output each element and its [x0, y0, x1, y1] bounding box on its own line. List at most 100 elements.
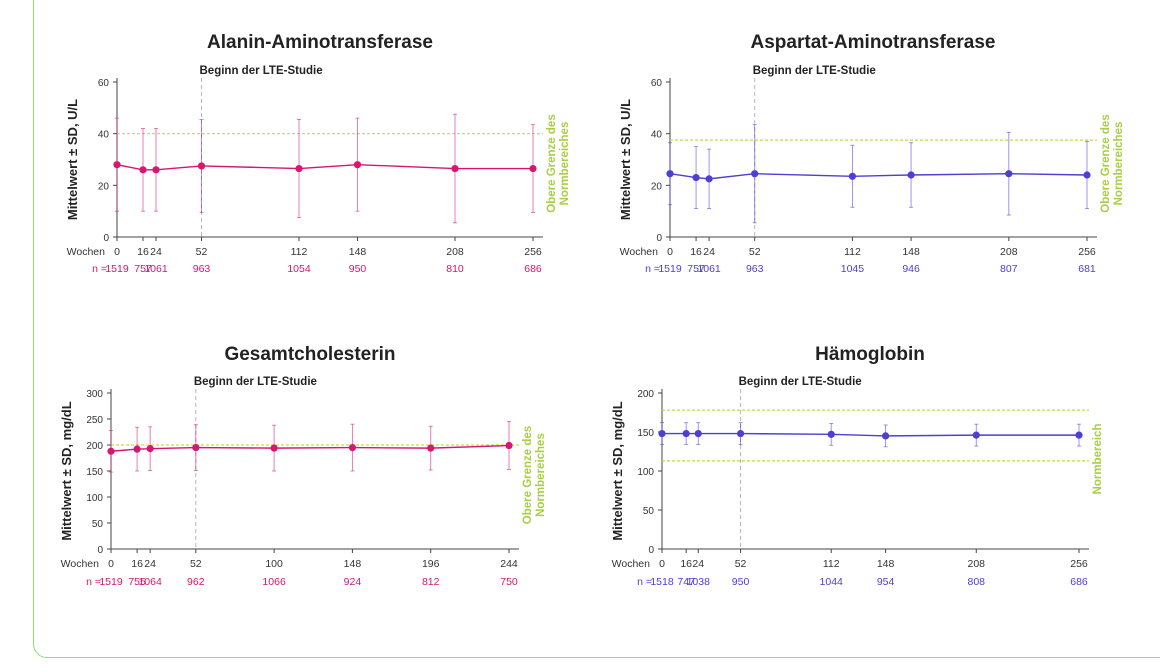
reference-label: Obere Grenze des: [546, 114, 558, 212]
data-point: [113, 161, 121, 169]
x-tick-label: 0: [667, 246, 673, 258]
x-tick-label: 52: [735, 558, 747, 570]
data-point: [705, 175, 713, 183]
n-value: 1519: [658, 263, 682, 275]
n-value: 1061: [697, 263, 721, 275]
chart-panel-ast: Aspartat-Aminotransferase Mittelwert ± SD…: [580, 0, 1160, 320]
study-start-label: Beginn der LTE-Studie: [753, 65, 876, 77]
data-point: [133, 445, 141, 453]
study-start-label: Beginn der LTE-Studie: [194, 376, 317, 388]
x-tick-label: 52: [196, 246, 208, 258]
n-value: 963: [193, 263, 211, 275]
n-value: 1045: [841, 263, 865, 275]
n-value: 686: [1070, 576, 1088, 588]
x-tick-label: 148: [344, 558, 362, 570]
y-tick-label: 40: [651, 130, 663, 141]
y-tick-label: 250: [86, 415, 103, 426]
x-tick-label: 244: [500, 558, 518, 570]
chart-ast: Aspartat-Aminotransferase Mittelwert ± SD…: [618, 32, 1125, 275]
n-value: 808: [967, 576, 985, 588]
x-tick-label: 0: [114, 246, 120, 258]
data-point: [882, 432, 890, 440]
chart-alt: Alanin-Aminotransferase Mittelwert ± SD, …: [65, 32, 571, 275]
data-point: [736, 429, 745, 438]
n-value: 946: [902, 263, 920, 275]
data-point: [146, 445, 154, 453]
y-tick-label: 20: [98, 181, 110, 192]
x-tick-label: 16: [690, 246, 702, 258]
n-value: 681: [1078, 263, 1096, 275]
data-point: [682, 429, 690, 438]
reference-label: Obere Grenze des: [522, 426, 534, 524]
card-frame: [33, 0, 1160, 658]
study-start-label: Beginn der LTE-Studie: [200, 65, 323, 77]
n-value: 1061: [144, 263, 168, 275]
data-point: [270, 444, 278, 452]
data-point: [827, 430, 835, 438]
chart-panel-alt: Alanin-Aminotransferase Mittelwert ± SD, …: [0, 0, 580, 320]
n-value: 755: [128, 576, 146, 588]
x-tick-label: 0: [108, 558, 114, 570]
n-label: n =: [92, 263, 107, 275]
study-start-label: Beginn der LTE-Studie: [739, 376, 862, 388]
chart-title: Alanin-Aminotransferase: [207, 32, 433, 53]
x-tick-label: 100: [265, 558, 283, 570]
n-value: 1044: [820, 576, 844, 588]
data-point: [1083, 171, 1091, 179]
y-tick-label: 0: [648, 545, 654, 556]
data-point: [107, 447, 115, 455]
n-value: 757: [687, 263, 705, 275]
x-tick-label: 52: [190, 558, 202, 570]
n-value: 1066: [262, 576, 286, 588]
x-tick-label: 16: [131, 558, 143, 570]
x-tick-label: 148: [349, 246, 367, 258]
x-tick-label: 112: [823, 558, 840, 570]
y-tick-label: 150: [637, 428, 654, 439]
n-value: 963: [746, 263, 764, 275]
y-tick-label: 60: [98, 78, 110, 89]
n-value: 1518: [650, 576, 674, 588]
x-tick-label: 148: [902, 246, 920, 258]
y-tick-label: 20: [651, 181, 663, 192]
data-point: [295, 164, 303, 173]
data-point: [197, 162, 206, 170]
data-point: [427, 444, 435, 452]
data-point: [529, 164, 537, 173]
data-point: [353, 161, 362, 169]
x-tick-label: 112: [291, 246, 308, 258]
n-value: 950: [349, 263, 367, 275]
n-value: 686: [524, 263, 542, 275]
n-value: 950: [732, 576, 750, 588]
y-tick-label: 50: [643, 506, 655, 517]
data-point: [692, 173, 700, 182]
n-value: 1519: [99, 576, 123, 588]
n-value: 924: [344, 576, 362, 588]
x-tick-label: 16: [680, 558, 692, 570]
reference-label: Obere Grenze des: [1100, 114, 1112, 212]
chart-title: Hämoglobin: [815, 344, 925, 365]
data-point: [152, 166, 160, 174]
data-point: [505, 441, 513, 450]
y-axis-label: Mittelwert ± SD, mg/dL: [59, 401, 74, 540]
data-point: [1075, 431, 1083, 439]
y-tick-label: 50: [92, 519, 104, 530]
x-tick-label: 148: [877, 558, 895, 570]
x-axis-label: Wochen: [67, 246, 105, 258]
n-value: 757: [134, 263, 152, 275]
chart-panel-hemoglobin: Hämoglobin Mittelwert ± SD, mg/dL 0 50 100 15…: [580, 320, 1160, 640]
data-point: [451, 164, 459, 173]
y-axis-label: Mittelwert ± SD, U/L: [65, 99, 80, 220]
x-tick-label: 208: [446, 246, 464, 258]
y-axis-label: Mittelwert ± SD, U/L: [618, 99, 633, 220]
series-line: [669, 173, 1088, 180]
y-tick-label: 300: [86, 389, 103, 400]
y-tick-label: 150: [86, 467, 103, 478]
x-tick-label: 16: [137, 246, 149, 258]
n-value: 750: [500, 576, 518, 588]
x-axis-label: Wochen: [620, 246, 658, 258]
data-point: [192, 444, 200, 452]
n-value: 1038: [687, 576, 711, 588]
x-tick-label: 0: [659, 558, 665, 570]
data-point: [694, 429, 702, 438]
data-point: [666, 170, 674, 178]
